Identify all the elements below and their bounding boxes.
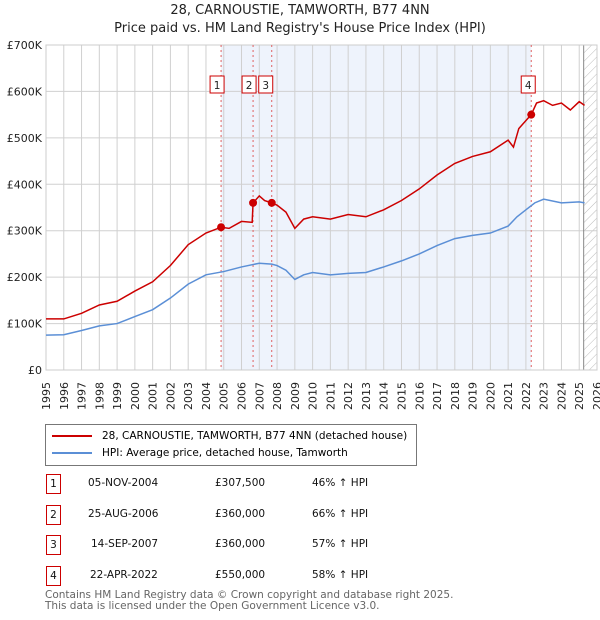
legend-label: 28, CARNOUSTIE, TAMWORTH, B77 4NN (detac… <box>102 430 408 442</box>
sale-price: £360,000 <box>215 508 266 520</box>
sale-price: £360,000 <box>215 538 266 550</box>
x-tick-label: 2008 <box>271 382 284 410</box>
sale-point <box>527 110 536 119</box>
y-tick-label: £300K <box>7 225 43 238</box>
sale-hpi-delta: 57% ↑ HPI <box>312 538 369 550</box>
x-tick-label: 2005 <box>218 382 231 410</box>
x-tick-label: 2024 <box>555 382 568 410</box>
sale-number-badge: 2 <box>46 505 61 525</box>
sale-marker-label: 4 <box>525 80 532 92</box>
legend: 28, CARNOUSTIE, TAMWORTH, B77 4NN (detac… <box>45 424 417 466</box>
x-tick-label: 2022 <box>520 382 533 410</box>
x-tick-label: 2026 <box>591 382 600 410</box>
x-tick-label: 2014 <box>378 382 391 410</box>
sale-marker-badge <box>520 75 536 94</box>
sale-number-badge: 3 <box>46 535 61 555</box>
legend-label: HPI: Average price, detached house, Tamw… <box>102 447 348 459</box>
sale-price: £550,000 <box>215 569 266 581</box>
sale-marker-badge <box>241 75 257 94</box>
sale-marker-label: 1 <box>214 80 221 92</box>
footer-line: This data is licensed under the Open Gov… <box>45 600 380 612</box>
sale-date: 22-APR-2022 <box>90 569 158 581</box>
x-tick-label: 2011 <box>324 382 337 410</box>
x-tick-label: 2017 <box>431 382 444 410</box>
sale-date: 14-SEP-2007 <box>91 538 159 550</box>
x-tick-label: 2019 <box>467 382 480 410</box>
x-tick-label: 2001 <box>147 382 160 410</box>
footer: Contains HM Land Registry data © Crown c… <box>45 590 453 612</box>
x-tick-label: 2009 <box>289 382 302 410</box>
sale-hpi-delta: 46% ↑ HPI <box>312 477 369 489</box>
y-tick-label: £600K <box>7 85 43 98</box>
x-tick-label: 1997 <box>76 382 89 410</box>
x-tick-label: 1996 <box>58 382 71 410</box>
x-tick-label: 2004 <box>200 382 213 410</box>
y-tick-label: £500K <box>7 132 43 145</box>
hpi-line <box>45 198 585 336</box>
plot-border <box>45 44 598 371</box>
sale-marker-badge <box>258 75 274 94</box>
x-tick-label: 2000 <box>129 382 142 410</box>
x-tick-label: 1999 <box>111 382 124 410</box>
sale-date: 05-NOV-2004 <box>88 477 159 489</box>
chart-title: 28, CARNOUSTIE, TAMWORTH, B77 4NN <box>170 3 430 18</box>
plot-area: 1995 1996 1997 1998 1999 2000 2001 2002 2003 2004… <box>7 39 600 410</box>
x-tick-label: 1995 <box>40 382 53 410</box>
y-tick-label: £100K <box>7 318 43 331</box>
x-tick-label: 2006 <box>236 382 249 410</box>
sale-price: £307,500 <box>215 477 266 489</box>
legend-item-property: 28, CARNOUSTIE, TAMWORTH, B77 4NN (detac… <box>52 430 407 442</box>
x-tick-label: 2012 <box>342 382 355 410</box>
x-tick-label: 2023 <box>538 382 551 410</box>
y-tick-label: £700K <box>7 39 43 52</box>
sale-point <box>267 198 276 207</box>
sale-number-badge: 1 <box>46 474 61 494</box>
sale-marker-label: 2 <box>246 80 253 92</box>
sale-marker-badge <box>209 75 225 94</box>
sale-hpi-delta: 58% ↑ HPI <box>312 569 369 581</box>
footer-line: Contains HM Land Registry data © Crown c… <box>45 589 454 601</box>
sale-point <box>249 198 258 207</box>
sale-marker-label: 3 <box>262 80 269 92</box>
shaded-region <box>221 45 532 370</box>
legend-item-hpi: HPI: Average price, detached house, Tamw… <box>52 447 348 459</box>
x-tick-label: 2020 <box>484 382 497 410</box>
y-tick-label: £0 <box>28 364 42 377</box>
x-tick-label: 2003 <box>182 382 195 410</box>
x-tick-label: 2018 <box>449 382 462 410</box>
x-tick-label: 2010 <box>307 382 320 410</box>
x-tick-label: 2016 <box>413 382 426 410</box>
sale-point <box>217 223 226 232</box>
chart-subtitle: Price paid vs. HM Land Registry's House … <box>114 21 486 36</box>
sale-number-badge: 4 <box>46 566 61 586</box>
x-tick-label: 2021 <box>502 382 515 410</box>
x-tick-label: 2025 <box>573 382 586 410</box>
x-tick-label: 2002 <box>164 382 177 410</box>
x-tick-label: 1998 <box>93 382 106 410</box>
x-tick-label: 2007 <box>253 382 266 410</box>
y-tick-label: £400K <box>7 178 43 191</box>
sale-date: 25-AUG-2006 <box>88 508 159 520</box>
x-tick-label: 2013 <box>360 382 373 410</box>
x-tick-label: 2015 <box>395 382 408 410</box>
y-tick-label: £200K <box>7 271 43 284</box>
sale-hpi-delta: 66% ↑ HPI <box>312 508 369 520</box>
forecast-hatch <box>583 45 597 370</box>
